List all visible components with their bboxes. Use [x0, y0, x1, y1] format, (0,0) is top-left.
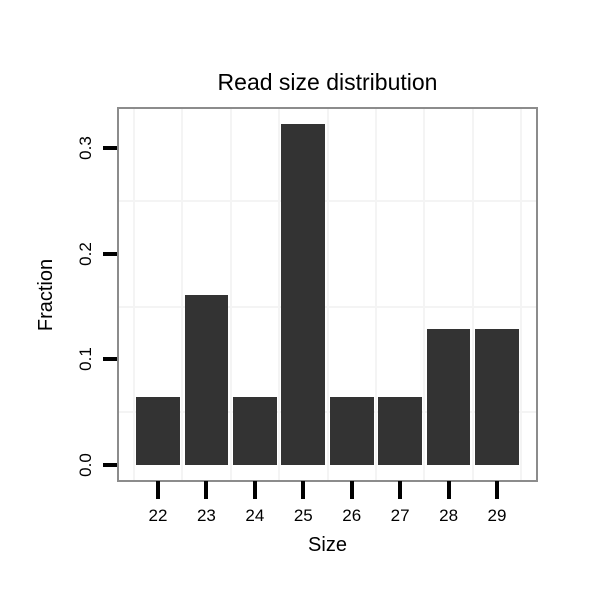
chart-title: Read size distribution: [217, 69, 438, 95]
gridline-vertical: [181, 109, 184, 480]
x-axis-tick: [398, 481, 403, 499]
gridline-horizontal: [119, 411, 536, 414]
x-axis-tick: [204, 481, 209, 499]
y-tick-label: 0.2: [76, 242, 95, 266]
x-tick-label: 24: [245, 506, 265, 525]
gridline-vertical: [471, 109, 474, 480]
x-axis-tick: [446, 481, 451, 499]
plot-panel: [117, 107, 538, 482]
x-tick-label: 23: [196, 506, 216, 525]
y-axis-label: Fraction: [35, 258, 57, 332]
gridline-vertical: [520, 109, 523, 480]
gridline-vertical: [374, 109, 377, 480]
bar-size-29: [475, 328, 519, 465]
gridline-horizontal: [119, 200, 536, 203]
gridline-horizontal: [119, 305, 536, 308]
x-tick-label: 22: [148, 506, 168, 525]
bar-size-28: [426, 328, 471, 465]
y-axis-tick: [103, 463, 117, 467]
gridline-vertical: [278, 109, 281, 480]
bar-size-25: [281, 124, 326, 465]
bar-size-26: [329, 396, 374, 465]
bar-size-24: [233, 396, 277, 465]
x-axis-tick: [301, 481, 306, 499]
x-axis-tick: [156, 481, 160, 499]
y-tick-label: 0.0: [76, 453, 95, 477]
gridline-vertical: [229, 109, 232, 480]
x-tick-label: 29: [487, 506, 507, 525]
x-tick-label: 28: [439, 506, 459, 525]
x-tick-label: 26: [342, 506, 362, 525]
y-axis-tick: [103, 251, 117, 256]
bar-size-23: [184, 294, 229, 465]
bar-size-27: [378, 396, 422, 465]
y-tick-label: 0.3: [76, 136, 95, 161]
x-tick-label: 25: [293, 506, 313, 525]
x-axis-label: Size: [308, 534, 347, 556]
x-axis-tick: [349, 481, 354, 499]
gridline-vertical: [326, 109, 329, 480]
y-axis-tick: [103, 146, 117, 151]
gridline-vertical: [423, 109, 426, 480]
x-axis-tick: [252, 481, 257, 499]
bar-size-22: [136, 396, 180, 465]
y-tick-label: 0.1: [76, 347, 95, 372]
gridline-vertical: [132, 109, 135, 480]
x-axis-tick: [495, 481, 499, 499]
x-tick-label: 27: [390, 506, 410, 525]
y-axis-tick: [103, 357, 117, 362]
